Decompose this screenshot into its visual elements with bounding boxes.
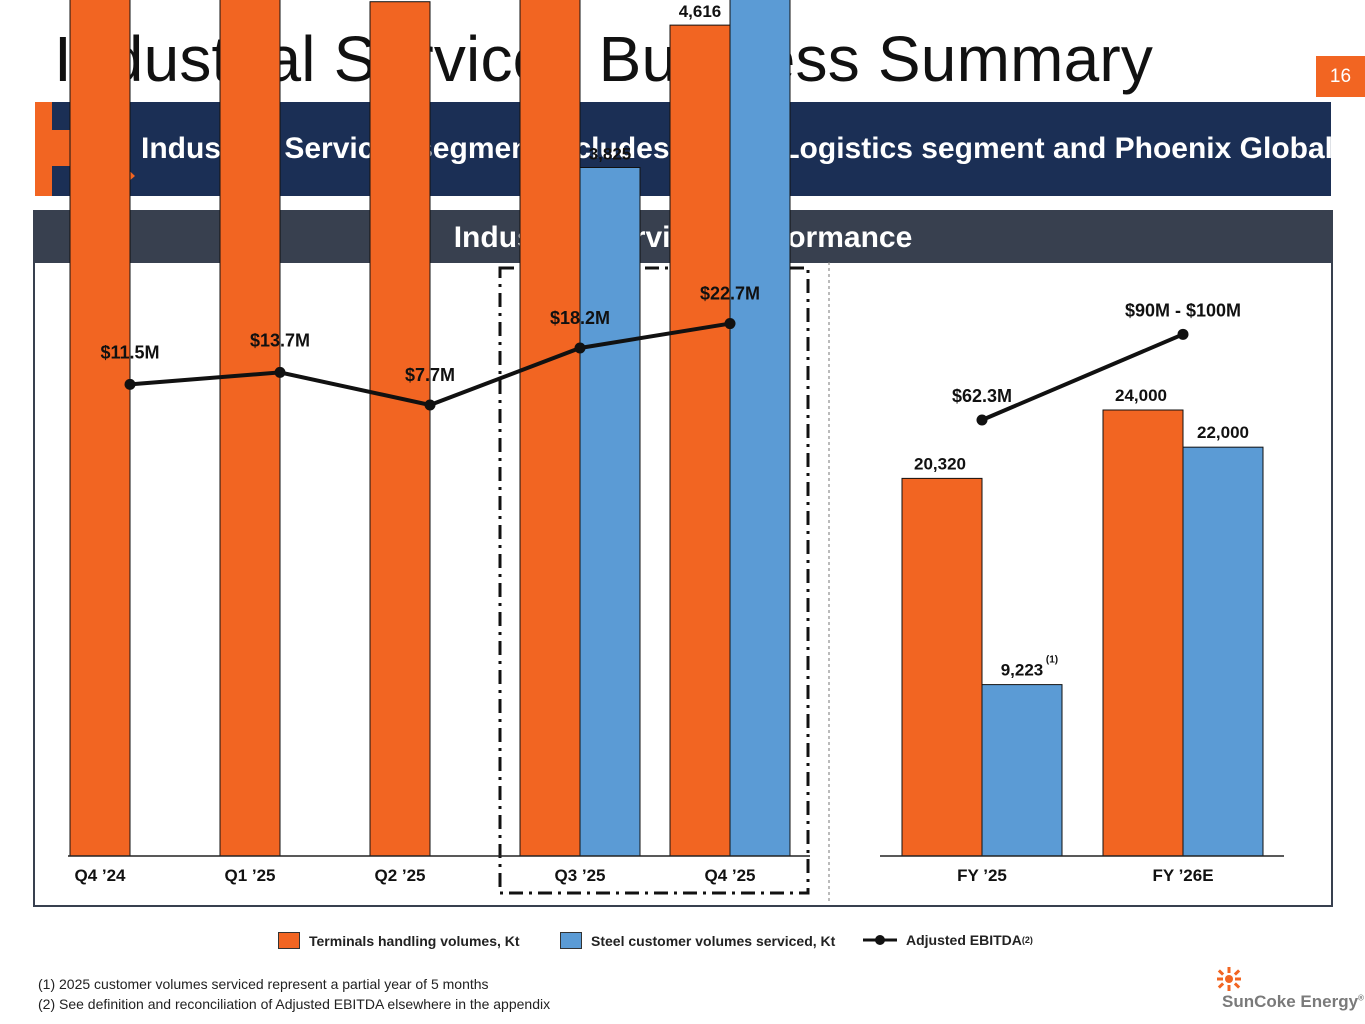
terminals-bar — [369, 1, 431, 857]
terminals-bar — [901, 477, 983, 857]
terminals-bar — [219, 0, 281, 857]
ebitda-point — [124, 378, 136, 390]
ebitda-point — [1177, 328, 1189, 340]
x-tick-label: Q4 ’25 — [704, 866, 755, 885]
legend-ebitda: Adjusted EBITDA (2) — [862, 932, 1033, 948]
x-tick-label: FY ’26E — [1152, 866, 1213, 885]
ebitda-point — [274, 366, 286, 378]
ebitda-point — [574, 342, 586, 354]
steel-bar-label: 3,825 — [589, 145, 632, 164]
ebitda-label: $90M - $100M — [1125, 300, 1241, 320]
terminals-bar — [69, 0, 131, 857]
x-tick-label: Q2 ’25 — [374, 866, 425, 885]
legend-label-steel: Steel customer volumes serviced, Kt — [591, 932, 836, 949]
ebitda-point — [976, 414, 988, 426]
legend-swatch-blue — [560, 932, 582, 949]
ebitda-label: $7.7M — [405, 365, 455, 385]
ebitda-point — [424, 399, 436, 411]
page-number: 16 — [1316, 56, 1365, 97]
steel-bar-label: 22,000 — [1197, 423, 1249, 442]
steel-bar-label: 9,223 — [1001, 661, 1044, 680]
x-tick-label: FY ’25 — [957, 866, 1007, 885]
ebitda-line-annual — [981, 332, 1184, 422]
legend-ebitda-footnote: (2) — [1021, 935, 1033, 945]
legend-swatch-orange — [278, 932, 300, 949]
steel-bar — [579, 167, 641, 857]
terminals-bar-label: 4,616 — [679, 2, 722, 21]
terminals-bar-label: 24,000 — [1115, 386, 1167, 405]
x-tick-label: Q4 ’24 — [74, 866, 126, 885]
ebitda-label: $62.3M — [952, 386, 1012, 406]
steel-bar — [981, 684, 1063, 857]
legend-label-ebitda: Adjusted EBITDA — [906, 932, 1022, 948]
steel-bar — [1182, 446, 1264, 857]
legend-line-icon — [863, 935, 897, 945]
legend-terminals: Terminals handling volumes, Kt — [278, 932, 520, 949]
terminals-bar — [669, 24, 731, 857]
ebitda-label: $13.7M — [250, 330, 310, 350]
steel-footnote-marker: (1) — [1046, 655, 1058, 666]
ebitda-label: $18.2M — [550, 308, 610, 328]
highlight-box — [498, 266, 810, 895]
ebitda-label: $22.7M — [700, 284, 760, 304]
terminals-bar — [519, 0, 581, 857]
suncoke-brand: SunCoke Energy® — [1217, 966, 1364, 1016]
terminals-bar — [1102, 409, 1184, 857]
x-tick-label: Q1 ’25 — [224, 866, 275, 885]
footnote-1: (1) 2025 customer volumes serviced repre… — [38, 976, 489, 992]
footnote-2: (2) See definition and reconciliation of… — [38, 996, 551, 1012]
ebitda-label: $11.5M — [100, 342, 159, 362]
x-tick-label: Q3 ’25 — [554, 866, 605, 885]
steel-bar — [729, 0, 791, 857]
sun-icon — [1217, 967, 1241, 991]
terminals-bar-label: 20,320 — [914, 454, 966, 473]
legend-steel: Steel customer volumes serviced, Kt — [560, 932, 835, 949]
brand-name: SunCoke Energy® — [1222, 992, 1364, 1011]
legend-label-terminals: Terminals handling volumes, Kt — [309, 932, 520, 949]
ebitda-point — [724, 318, 736, 330]
